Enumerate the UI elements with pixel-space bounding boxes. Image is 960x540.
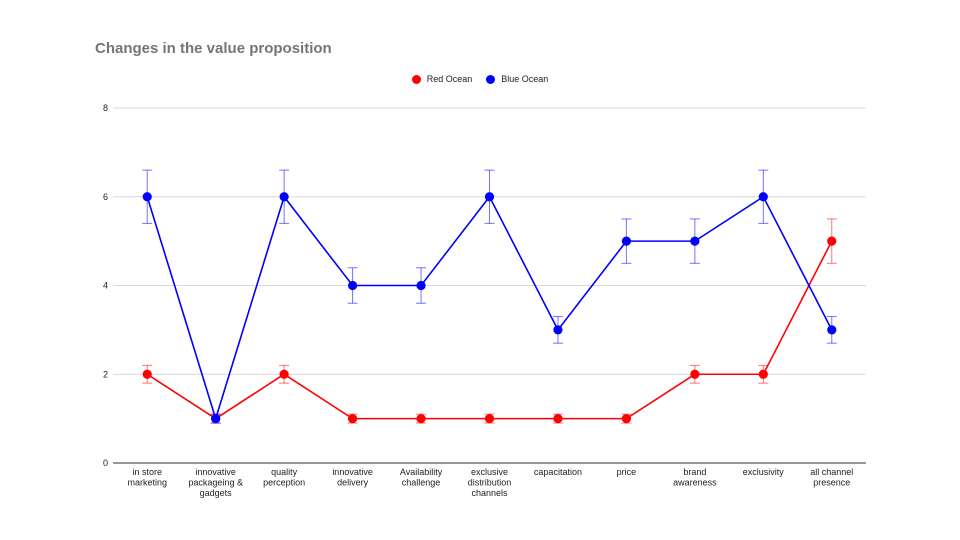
x-tick-label-line: price [617, 467, 637, 477]
data-point-red-ocean [347, 414, 358, 424]
data-point-red-ocean [279, 369, 289, 379]
y-tick-label: 0 [103, 458, 108, 468]
data-point-blue-ocean [142, 192, 152, 202]
legend-item-red-ocean[interactable]: Red Ocean [411, 74, 473, 84]
data-point-red-ocean [484, 414, 495, 424]
x-tick-label-line: channels [471, 488, 508, 498]
x-tick-label-line: quality [271, 467, 298, 477]
legend-label-blue-ocean: Blue Ocean [501, 74, 549, 84]
data-point-blue-ocean [347, 280, 358, 291]
data-point-blue-ocean [279, 192, 289, 202]
legend-marker-red-ocean [411, 74, 421, 84]
legend-marker-blue-ocean [486, 74, 496, 84]
data-point-red-ocean [553, 414, 563, 424]
y-tick-label: 6 [103, 192, 108, 202]
x-tick-label: Availability challenge [400, 467, 443, 488]
x-tick-label-line: innovative [332, 467, 373, 477]
x-tick-label-line: distribution [468, 478, 512, 488]
x-tick-label-line: awareness [673, 478, 717, 488]
x-tick-label: quality perception [263, 467, 305, 488]
x-tick-label-line: gadgets [200, 488, 233, 498]
data-point-blue-ocean [621, 236, 632, 246]
data-point-blue-ocean [211, 414, 221, 424]
x-tick-label-line: exclusivity [743, 467, 785, 477]
data-point-red-ocean [827, 236, 837, 246]
data-point-blue-ocean [553, 325, 563, 335]
x-tick-label-line: marketing [127, 478, 167, 488]
x-tick-label: price [617, 467, 637, 477]
series-line-blue-ocean [146, 195, 833, 422]
data-point-red-ocean [621, 414, 632, 424]
x-tick-label-line: challenge [402, 478, 441, 488]
x-tick-label: exclusive distribution channels [468, 467, 512, 498]
x-tick-label: in store marketing [127, 467, 167, 488]
data-point-blue-ocean [758, 192, 768, 202]
x-tick-label-line: in store [132, 467, 162, 477]
x-tick-label-line: delivery [337, 478, 369, 488]
x-tick-label-line: presence [813, 478, 850, 488]
x-tick-label-line: brand [683, 467, 706, 477]
x-tick-label-line: innovative [195, 467, 236, 477]
x-tick-label-line: Availability [400, 467, 443, 477]
chart-title: Changes in the value proposition [95, 40, 332, 57]
legend: Red Ocean Blue Ocean [0, 74, 960, 84]
data-point-blue-ocean [827, 325, 837, 335]
data-point-blue-ocean [416, 280, 426, 291]
x-tick-label: all channel presence [810, 467, 853, 488]
x-tick-label: brand awareness [673, 467, 717, 488]
x-tick-label-line: perception [263, 478, 305, 488]
data-point-red-ocean [690, 369, 700, 379]
x-tick-label: exclusivity [743, 467, 785, 477]
x-tick-label: innovative packageing & gadgets [188, 467, 243, 498]
data-point-red-ocean [416, 414, 426, 424]
data-point-blue-ocean [484, 192, 495, 202]
x-tick-label: innovative delivery [332, 467, 373, 488]
x-tick-label-line: capacitation [534, 467, 582, 477]
x-tick-label: capacitation [534, 467, 582, 477]
y-tick-label: 2 [103, 369, 108, 379]
data-point-blue-ocean [690, 236, 700, 246]
legend-item-blue-ocean[interactable]: Blue Ocean [486, 74, 548, 84]
x-tick-label-line: all channel [810, 467, 853, 477]
legend-label-red-ocean: Red Ocean [426, 74, 473, 84]
x-tick-label-line: packageing & [188, 478, 243, 488]
series-line-red-ocean [146, 240, 833, 420]
x-tick-label-line: exclusive [471, 467, 508, 477]
data-point-red-ocean [142, 369, 152, 379]
y-tick-label: 8 [103, 103, 108, 113]
y-tick-label: 4 [103, 281, 108, 291]
data-point-red-ocean [758, 369, 768, 379]
